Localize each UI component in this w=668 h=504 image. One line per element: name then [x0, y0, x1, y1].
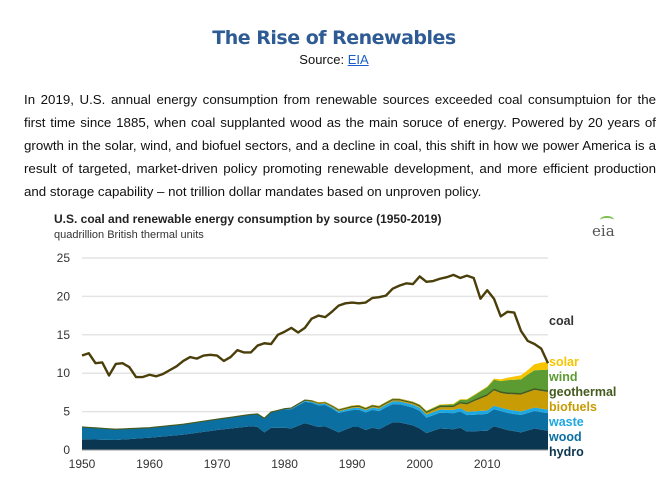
x-tick-label: 1980: [271, 457, 298, 471]
series-label-biofuels: biofuels: [549, 400, 597, 414]
eia-source-link[interactable]: EIA: [347, 52, 369, 67]
area-wood: [82, 401, 548, 441]
x-tick-label: 1950: [69, 457, 96, 471]
y-tick-label: 0: [63, 443, 70, 457]
series-label-wind: wind: [548, 370, 577, 384]
chart-title: U.S. coal and renewable energy consumpti…: [54, 212, 442, 226]
area-geothermal: [82, 388, 548, 430]
x-tick-label: 1960: [136, 457, 163, 471]
series-label-geothermal: geothermal: [549, 385, 616, 399]
series-label-solar: solar: [549, 355, 579, 369]
eia-logo: eia: [592, 216, 615, 240]
x-tick-label: 2000: [406, 457, 433, 471]
series-label-hydro: hydro: [549, 445, 584, 459]
y-tick-label: 20: [57, 289, 71, 303]
series-label-coal: coal: [549, 314, 574, 328]
y-tick-label: 15: [57, 328, 71, 342]
x-tick-label: 1970: [204, 457, 231, 471]
x-tick-label: 2010: [474, 457, 501, 471]
series-label-wood: wood: [548, 430, 582, 444]
area-biofuels: [82, 389, 548, 430]
y-tick-label: 10: [57, 366, 71, 380]
y-tick-label: 5: [63, 405, 70, 419]
area-hydro: [82, 422, 548, 450]
x-tick-label: 1990: [339, 457, 366, 471]
intro-paragraph: In 2019, U.S. annual energy consumption …: [24, 92, 656, 199]
source-line: Source: EIA: [0, 52, 668, 67]
chart-subtitle: quadrillion British thermal units: [54, 229, 204, 241]
page-title: The Rise of Renewables: [212, 27, 456, 49]
series-label-waste: waste: [548, 415, 584, 429]
coal-line: [81, 273, 550, 379]
source-prefix: Source:: [299, 52, 348, 67]
y-tick-label: 25: [57, 251, 71, 265]
